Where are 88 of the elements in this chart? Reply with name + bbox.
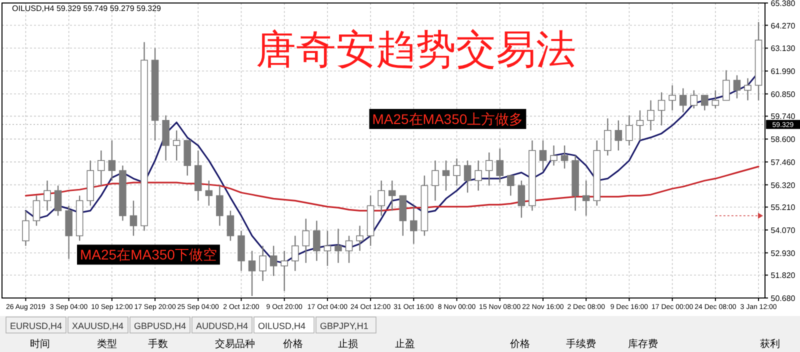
y-tick-label: 50.680 — [770, 294, 796, 303]
text: 时间 — [30, 338, 50, 350]
annotation: MA25在MA350下做空 — [80, 246, 217, 263]
candlestick — [259, 245, 266, 282]
candlestick — [560, 144, 568, 170]
candlestick — [432, 160, 439, 202]
candlestick — [130, 200, 138, 236]
text: 手数 — [148, 338, 168, 350]
candlestick — [98, 150, 105, 186]
candlestick — [626, 114, 633, 146]
text: 类型 — [97, 338, 117, 350]
candlestick — [647, 100, 654, 132]
text: 止损 — [338, 338, 358, 350]
y-tick-label: 61.990 — [770, 67, 796, 76]
candlestick — [550, 144, 558, 166]
candlestick — [442, 160, 450, 192]
candlestick — [313, 220, 320, 262]
y-tick-label: 57.460 — [770, 158, 796, 167]
annotation: OILUSD,H4 59.329 59.749 59.279 59.329 — [12, 4, 162, 13]
y-tick-label: 59.740 — [770, 112, 796, 122]
candlestick — [744, 78, 752, 101]
text: 止盈 — [395, 338, 415, 350]
text: OILUSD,H4 — [258, 321, 306, 331]
text: 价格 — [282, 338, 303, 350]
y-tick-label: 52.930 — [770, 248, 796, 258]
candlestick — [345, 235, 353, 264]
candlestick — [464, 160, 472, 194]
candlestick — [108, 140, 116, 182]
text: AUDUSD,H4 — [196, 321, 248, 331]
candlestick — [248, 250, 256, 297]
candlestick — [679, 88, 687, 113]
candlestick — [722, 70, 730, 101]
y-tick-label: 51.820 — [770, 271, 796, 280]
candlestick — [614, 120, 622, 152]
candlestick — [270, 245, 278, 277]
y-tick-label: 54.070 — [770, 226, 796, 235]
candlestick — [324, 230, 332, 266]
candlestick — [733, 74, 741, 99]
candlestick — [410, 205, 418, 244]
candlestick — [44, 180, 51, 212]
y-tick-label: 55.210 — [770, 203, 796, 212]
text: GBPJPY,H1 — [320, 321, 368, 331]
text: 价格 — [509, 338, 530, 350]
annotation: MA25在MA350上方做多 — [372, 110, 524, 127]
candlestick — [712, 90, 720, 109]
candlestick — [280, 250, 288, 292]
candlestick — [658, 92, 666, 126]
text: GBPUSD,H4 — [134, 321, 186, 331]
candlestick — [485, 152, 493, 186]
candlestick — [172, 130, 180, 162]
text: 手续费 — [566, 338, 596, 350]
candlestick — [54, 185, 62, 216]
candlestick — [356, 225, 364, 252]
candlestick — [205, 180, 213, 206]
text: XAUUSD,H4 — [72, 321, 124, 331]
candlestick — [668, 84, 676, 111]
candlestick — [302, 218, 310, 264]
candlestick — [604, 118, 612, 156]
candlestick — [507, 174, 514, 196]
candlestick — [496, 148, 504, 184]
candlestick — [388, 180, 396, 212]
candlestick — [216, 185, 224, 226]
text: EURUSD,H4 — [10, 321, 62, 331]
candlestick — [378, 180, 385, 216]
y-tick-label: 63.130 — [770, 44, 796, 54]
candlestick — [636, 110, 644, 142]
y-tick-label: 58.600 — [770, 135, 796, 144]
line-series — [24, 166, 760, 212]
text: 唐奇安趋势交易法 — [256, 28, 576, 72]
candlestick — [539, 140, 547, 172]
y-tick-label: 60.850 — [770, 90, 796, 99]
candlestick — [22, 210, 30, 246]
text: 库存费 — [628, 338, 658, 350]
y-tick-label: 65.380 — [770, 0, 796, 8]
candlestick — [518, 180, 526, 218]
candlestick — [453, 158, 460, 186]
candlestick — [291, 235, 299, 272]
text: 获利 — [760, 338, 780, 350]
candlestick — [474, 160, 482, 192]
y-tick-label: 64.270 — [770, 21, 796, 30]
candlestick — [32, 195, 40, 226]
y-tick-label: 56.320 — [770, 180, 796, 190]
candlestick — [226, 210, 234, 242]
text: 交易品种 — [215, 338, 255, 350]
candlestick — [334, 228, 342, 264]
candlestick — [582, 180, 590, 216]
candlestick — [701, 94, 708, 111]
candlestick — [690, 90, 698, 109]
